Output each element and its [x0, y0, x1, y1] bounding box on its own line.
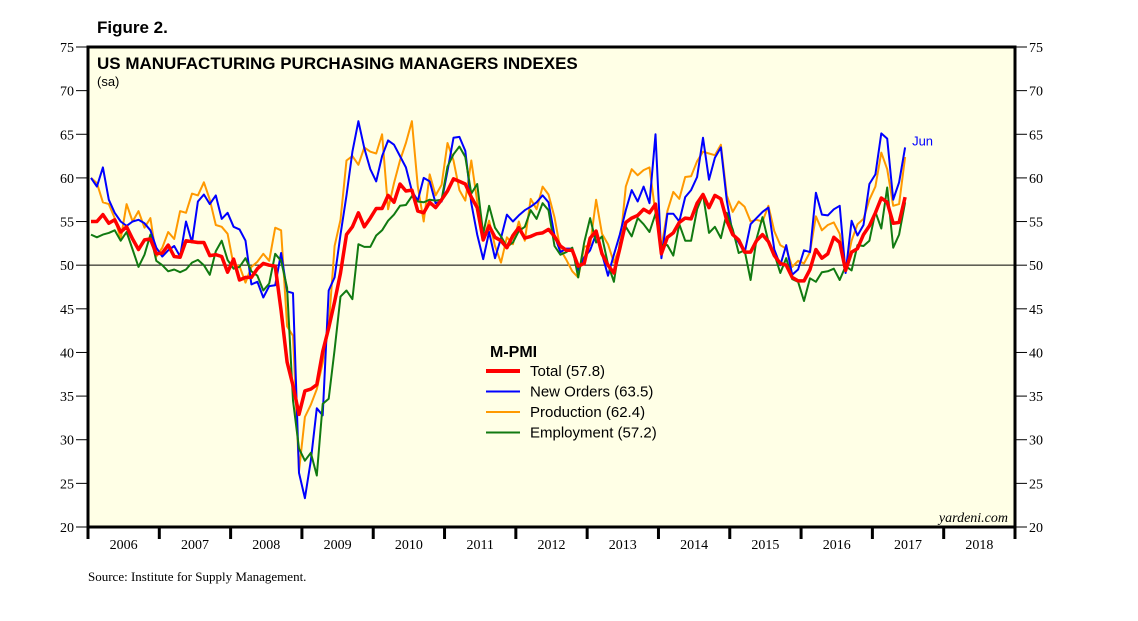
x-tick-label: 2008	[252, 538, 280, 553]
series-line-new-orders	[90, 120, 907, 500]
y-tick-label-left: 50	[60, 259, 74, 274]
y-tick-label-right: 45	[1029, 303, 1043, 318]
legend-label: Total (57.8)	[530, 363, 605, 380]
x-tick-label: 2013	[609, 538, 637, 553]
y-tick-label-left: 20	[60, 521, 74, 536]
legend-label: Employment (57.2)	[530, 425, 657, 442]
legend-item: New Orders (63.5)	[486, 384, 653, 401]
source-note: Source: Institute for Supply Management.	[88, 569, 307, 584]
y-axis-right: 20 25 30 35 40 45 50 55 60 65 70 75	[1015, 41, 1043, 536]
y-tick-label-right: 75	[1029, 41, 1043, 56]
x-tick-label: 2010	[395, 538, 423, 553]
y-tick-label-right: 20	[1029, 521, 1043, 536]
y-tick-label-left: 75	[60, 41, 74, 56]
legend-item: Total (57.8)	[486, 363, 605, 380]
legend-label: Production (62.4)	[530, 404, 645, 421]
x-tick-label: 2011	[466, 538, 493, 553]
y-tick-label-right: 50	[1029, 259, 1043, 274]
y-tick-label-left: 35	[60, 390, 74, 405]
y-tick-label-right: 25	[1029, 477, 1043, 492]
x-tick-label: 2018	[965, 538, 993, 553]
legend-item: Employment (57.2)	[486, 425, 657, 442]
legend-label: New Orders (63.5)	[530, 384, 653, 401]
y-axis-left: 20 25 30 35 40 45 50 55 60 65 70 75	[60, 41, 88, 536]
y-tick-label-left: 60	[60, 172, 74, 187]
x-tick-label: 2006	[110, 538, 138, 553]
series-line-total	[91, 177, 907, 417]
last-month-annotation: Jun	[912, 133, 933, 148]
plot-background	[88, 47, 1015, 527]
y-tick-label-left: 30	[60, 434, 74, 449]
y-tick-label-right: 40	[1029, 346, 1043, 361]
y-tick-label-left: 25	[60, 477, 74, 492]
y-tick-label-right: 35	[1029, 390, 1043, 405]
chart-title: US MANUFACTURING PURCHASING MANAGERS IND…	[97, 54, 578, 73]
legend-title: M-PMI	[490, 344, 537, 361]
y-tick-label-left: 65	[60, 128, 74, 143]
x-axis: 2006 2007 2008 2009 2010 2011 2012 2013 2014 2015…	[86, 527, 1017, 553]
chart-subtitle: (sa)	[97, 74, 119, 89]
y-tick-label-right: 70	[1029, 85, 1043, 100]
x-tick-label: 2007	[181, 538, 209, 553]
y-tick-label-left: 55	[60, 216, 74, 231]
y-tick-label-left: 40	[60, 346, 74, 361]
x-tick-label: 2015	[751, 538, 779, 553]
y-tick-label-right: 60	[1029, 172, 1043, 187]
y-tick-label-right: 65	[1029, 128, 1043, 143]
watermark: yardeni.com	[937, 511, 1008, 526]
y-tick-label-left: 70	[60, 85, 74, 100]
plot-frame	[86, 45, 1017, 529]
x-tick-label: 2009	[324, 538, 352, 553]
legend-item: Production (62.4)	[486, 404, 645, 421]
y-tick-label-left: 45	[60, 303, 74, 318]
y-tick-label-right: 55	[1029, 216, 1043, 231]
legend: M-PMI Total (57.8) New Orders (63.5) Produ…	[486, 344, 657, 442]
x-tick-label: 2012	[538, 538, 566, 553]
x-tick-label: 2014	[680, 538, 708, 553]
series-group	[90, 120, 907, 500]
x-tick-label: 2016	[823, 538, 851, 553]
x-tick-label: 2017	[894, 538, 922, 553]
figure-label: Figure 2.	[97, 18, 168, 37]
y-tick-label-right: 30	[1029, 434, 1043, 449]
